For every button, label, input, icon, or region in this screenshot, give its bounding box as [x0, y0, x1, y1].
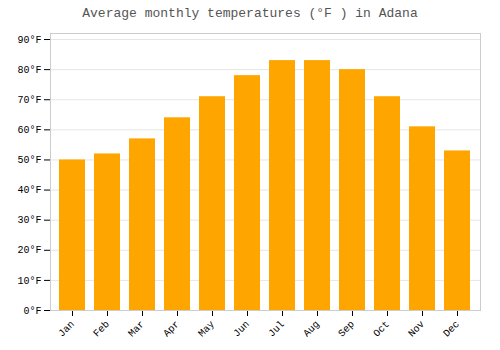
- svg-text:Nov: Nov: [406, 319, 427, 340]
- svg-text:10°F: 10°F: [17, 276, 41, 287]
- svg-text:Sep: Sep: [336, 319, 357, 340]
- svg-text:Jul: Jul: [266, 319, 287, 340]
- svg-text:30°F: 30°F: [17, 215, 41, 226]
- html-text:Average monthly temperatures (: Average monthly temperatures (°F ) in Ad…: [82, 6, 418, 21]
- svg-text:60°F: 60°F: [17, 125, 41, 136]
- svg-text:Aug: Aug: [301, 319, 322, 340]
- svg-text:90°F: 90°F: [17, 35, 41, 46]
- svg-text:50°F: 50°F: [17, 155, 41, 166]
- svg-text:Oct: Oct: [371, 319, 392, 340]
- svg-text:May: May: [196, 319, 217, 340]
- svg-text:20°F: 20°F: [17, 245, 41, 256]
- svg-text:70°F: 70°F: [17, 95, 41, 106]
- svg-text:40°F: 40°F: [17, 185, 41, 196]
- svg-text:Apr: Apr: [161, 319, 182, 340]
- svg-text:80°F: 80°F: [17, 65, 41, 76]
- svg-text:Jan: Jan: [56, 319, 77, 340]
- svg-text:Mar: Mar: [126, 319, 147, 340]
- svg-text:Feb: Feb: [91, 319, 112, 340]
- svg-text:Dec: Dec: [441, 319, 462, 340]
- svg-text:0°F: 0°F: [23, 306, 41, 317]
- svg-text:Jun: Jun: [231, 319, 252, 340]
